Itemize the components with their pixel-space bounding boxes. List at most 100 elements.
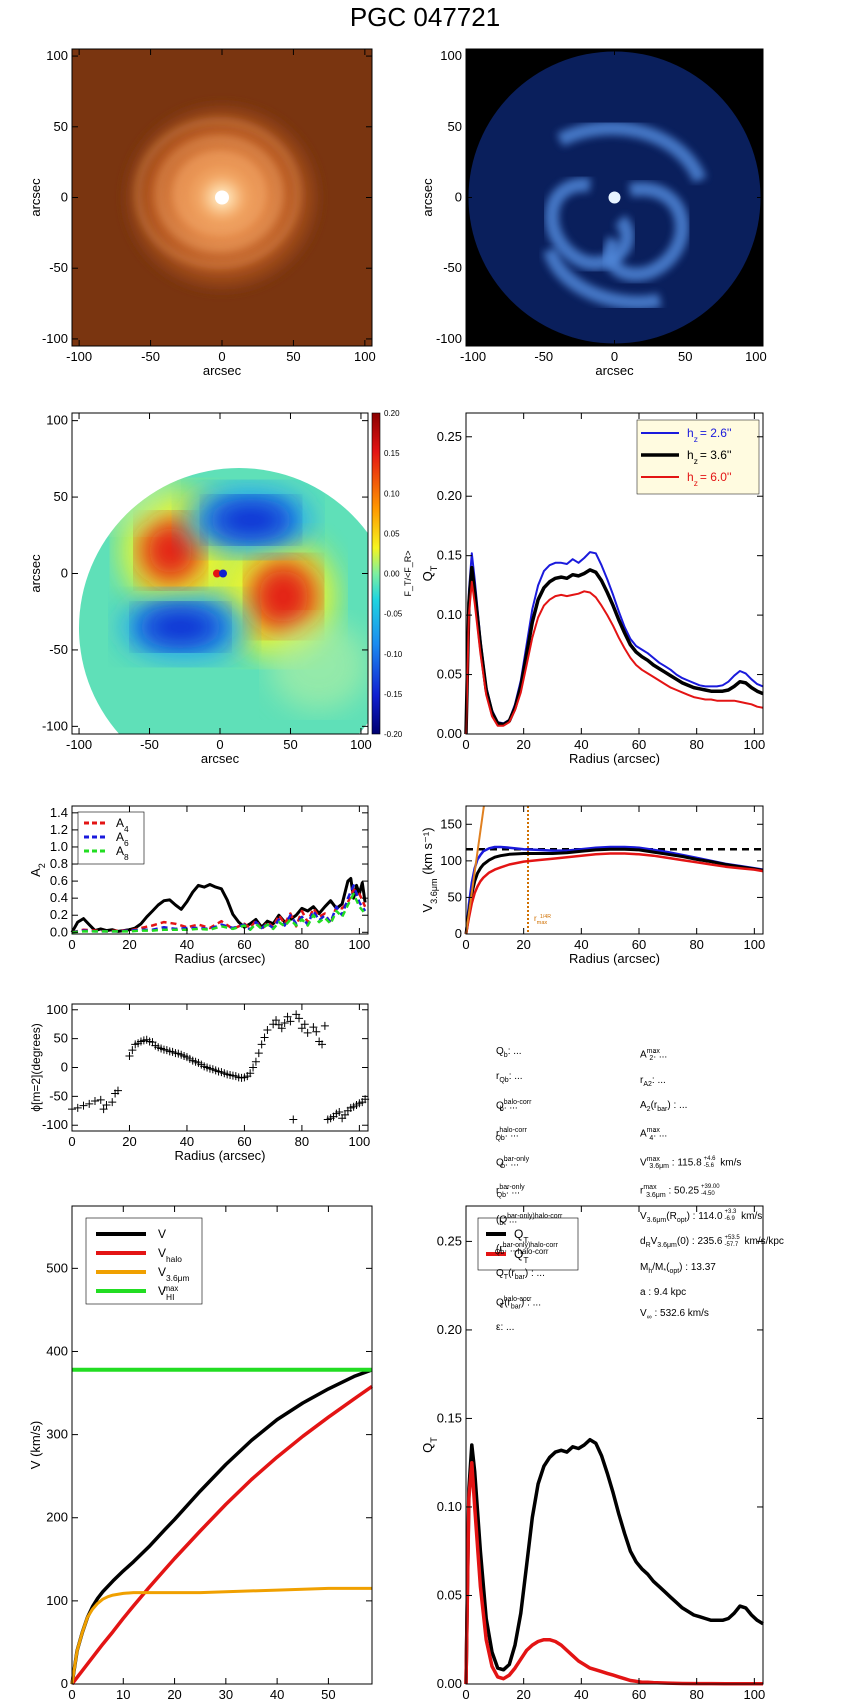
colorbar-tick-label: 0.00 [384, 570, 400, 579]
y-tick-label: 100 [46, 48, 68, 63]
y-tick-label: 0.4 [50, 890, 68, 905]
colorbar-tick-label: 0.20 [384, 409, 400, 418]
phase-points [68, 1010, 370, 1124]
phase-point [99, 1105, 108, 1114]
x-tick-label: 20 [167, 1687, 181, 1700]
y-tick-label: 0.15 [437, 1410, 462, 1425]
phase-point [246, 1069, 255, 1078]
y-tick-label: 400 [46, 1343, 68, 1358]
phase-point [269, 1020, 278, 1029]
phase-point [272, 1016, 281, 1025]
phase-point [125, 1051, 134, 1060]
phase-point [335, 1107, 344, 1116]
x-tick-label: 50 [678, 349, 692, 364]
y-tick-label: 0 [455, 926, 462, 941]
x-tick-label: 100 [350, 737, 372, 752]
image_blue-axes: -100 -50 0 50 100 -100 -50 0 50 100 arcsec [436, 48, 767, 378]
param-row: rA2: ... [640, 1074, 666, 1088]
x-tick-label: 0 [611, 349, 618, 364]
param-row: Vmax3.6μm : 115.8 +4.6 -5.6 km/s [640, 1155, 742, 1171]
x-tick-label: 50 [286, 349, 300, 364]
x-tick-label: 60 [632, 937, 646, 952]
param-row: rQb: ... [496, 1071, 523, 1085]
param-row: Amax2: ... [640, 1048, 668, 1063]
phase-point [85, 1099, 94, 1108]
x-tick-label: 0 [68, 937, 75, 952]
fourier-axes: 0 20 40 60 80 100 0.0 0.2 0.4 0.6 0.8 1.0 1.2 1.4 Radi… [50, 805, 370, 966]
phase-point [297, 1024, 306, 1033]
y-axis-label: QT [420, 1437, 439, 1453]
y-tick-label: 0 [61, 190, 68, 205]
y-tick-label: 100 [440, 853, 462, 868]
legend-entry: Vhalo [158, 1246, 182, 1264]
phase-point [257, 1040, 266, 1049]
param-row: Qb: ... [496, 1046, 522, 1059]
y-tick-label: 0.20 [437, 488, 462, 503]
y-tick-label: 100 [46, 413, 68, 428]
rotcurve-line [464, 845, 764, 935]
y-tick-label: -100 [42, 1117, 68, 1132]
force-map [79, 468, 369, 734]
phase-point [277, 1024, 286, 1033]
plot-frame [71, 1205, 373, 1685]
phase-point [341, 1110, 350, 1119]
spiral-arm [175, 152, 265, 234]
params-left: Qb: ... rQb: ... Qhalo-corrb: ... rhalo-cor… [495, 1041, 646, 1339]
force-blob [139, 517, 202, 585]
x-tick-label: 100 [743, 937, 765, 952]
y-tick-label: 1.4 [50, 805, 68, 820]
colorbar-tick-label: -0.10 [384, 650, 403, 659]
image_orange-axes: -100 -50 0 50 100 -100 -50 0 50 100 arcsec [42, 48, 376, 378]
x-tick-label: 80 [689, 1687, 703, 1700]
spiral-arm [156, 136, 282, 250]
legend-entry: A8 [116, 844, 129, 862]
phase-point [254, 1049, 263, 1058]
x-tick-label: 100 [349, 1134, 371, 1149]
param-row: V3.6μm(Ropt) : 114.0 +3.3 -6.9 km/s [640, 1209, 763, 1225]
y-tick-label: 0.6 [50, 873, 68, 888]
x-axis-label: arcsec [203, 363, 242, 378]
phase-point [96, 1095, 105, 1104]
y-tick-label: 0 [455, 190, 462, 205]
y-tick-label: 50 [54, 489, 68, 504]
y-axis-label: ϕ[m=2](degrees) [29, 1023, 43, 1111]
legend-entry: A6 [116, 830, 129, 848]
spiral-arm [543, 247, 662, 310]
phase-point [249, 1063, 258, 1072]
x-tick-label: 0 [462, 937, 469, 952]
y-tick-label: 0.05 [437, 1587, 462, 1602]
colorbar-label: F_T/<F_R> [403, 550, 413, 596]
y-tick-label: 500 [46, 1260, 68, 1275]
y-tick-label: 0 [61, 1676, 68, 1691]
force-blob [137, 605, 224, 649]
y-tick-label: 1.2 [50, 822, 68, 837]
x-axis-label: Radius (arcsec) [569, 751, 660, 766]
x-tick-label: 10 [116, 1687, 130, 1700]
qt_hz-axes: 0 20 40 60 80 100 0.00 0.05 0.10 0.15 0.20 0.25 Radi… [437, 412, 765, 766]
y-axis-label: arcsec [420, 178, 435, 217]
x-tick-label: 100 [349, 937, 371, 952]
y-tick-label: 100 [440, 48, 462, 63]
x-tick-label: 40 [574, 937, 588, 952]
phase-point [108, 1098, 117, 1107]
x-tick-label: -100 [460, 349, 486, 364]
force-blob [79, 468, 172, 528]
force-blob [208, 498, 294, 542]
y-tick-label: 0 [61, 1060, 68, 1075]
phase-point [113, 1086, 122, 1095]
phase-point [128, 1046, 137, 1055]
param-row: dRV3.6μm(0) : 235.6 +53.5 -57.7 km/s/kpc [640, 1234, 784, 1250]
x-tick-label: 80 [689, 937, 703, 952]
galaxy-nucleus [215, 190, 229, 205]
param-row: a : 9.4 kpc [640, 1286, 687, 1298]
x-tick-label: 80 [295, 937, 309, 952]
param-row: rbar-onlyQb: ... [496, 1184, 525, 1199]
phase-point [286, 1017, 295, 1026]
param-row: (Qbar-only)halo-corrb: ... [496, 1213, 563, 1228]
param-row: rhalo-corrQb: ... [495, 1127, 527, 1142]
y-axis-label: V (km/s) [28, 1421, 43, 1469]
qt-hz-series [464, 551, 764, 735]
y-tick-label: 0.15 [437, 548, 462, 563]
x-tick-label: 80 [295, 1134, 309, 1149]
y-axis-label: arcsec [28, 554, 43, 593]
